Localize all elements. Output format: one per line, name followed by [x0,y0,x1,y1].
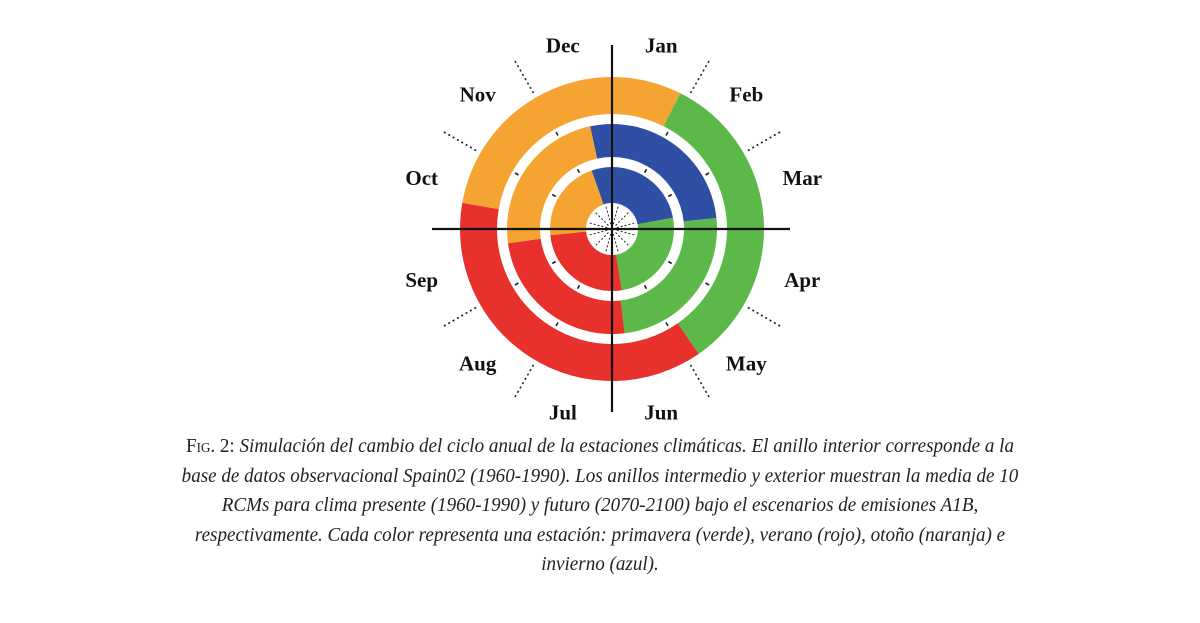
gap-tick [576,284,581,290]
month-label-aug: Aug [459,351,497,375]
center-dash-tick [594,232,609,247]
month-label-sep: Sep [405,268,438,292]
month-label-apr: Apr [784,268,820,292]
month-boundary-tick [747,306,783,328]
month-boundary-tick [441,306,477,328]
gap-tick [665,131,669,136]
center-dash-tick [615,232,630,247]
middle-ring-winter-segment [590,124,717,222]
inner-ring-summer-segment [550,231,622,291]
caption-line-2: base de datos observacional Spain02 (196… [181,464,1019,487]
month-label-dec: Dec [546,33,580,57]
middle-ring-summer-segment [507,238,625,334]
seasonal-ring-chart: Jan Feb Mar Apr May Jun Jul Aug Sep Oct Nov Dec [405,33,822,425]
gap-tick [705,172,710,176]
caption-line-1: Fig. 2: Simulación del cambio del ciclo … [79,432,1121,462]
center-dash-tick [588,229,608,236]
month-label-feb: Feb [729,83,763,107]
outer-ring-autumn-segment [462,77,681,210]
gap-tick [551,260,557,265]
gap-tick [667,193,673,198]
month-label-jan: Jan [645,33,678,57]
gap-tick [643,168,648,174]
center-dash-tick [605,233,612,253]
month-label-oct: Oct [405,166,438,190]
center-dash-tick [616,222,636,229]
center-dash-tick [615,211,630,226]
outer-ring-summer-segment [460,202,699,382]
month-boundary-tick [747,130,783,152]
gap-tick [705,282,710,286]
gap-tick [555,322,559,327]
gap-tick [555,131,559,136]
middle-ring-spring-segment [620,218,717,334]
month-label-jun: Jun [644,401,678,425]
center-dash-tick [612,205,619,225]
caption-text: Simulación del cambio del ciclo anual de… [234,435,1014,457]
month-boundary-tick [513,58,535,94]
month-label-mar: Mar [782,166,822,190]
caption-line-5: invierno (azul). [541,553,659,576]
gap-tick [576,168,581,174]
month-boundary-tick [513,364,535,400]
gap-tick [514,282,519,286]
gap-tick [665,322,669,327]
month-label-may: May [726,351,767,375]
gap-tick [514,172,519,176]
month-boundary-tick [689,58,711,94]
month-label-jul: Jul [549,401,577,425]
gap-tick [643,284,648,290]
gap-tick [667,260,673,265]
middle-ring-autumn-segment [507,126,598,244]
caption-line-3: RCMs para clima presente (1960-1990) y f… [221,494,979,517]
center-dash-tick [594,211,609,226]
inner-ring-spring-segment [616,217,674,291]
center-dash-tick [588,222,608,229]
month-boundary-tick [689,364,711,400]
inner-ring-autumn-segment [550,170,604,236]
center-dash-tick [605,205,612,225]
gap-tick [551,193,557,198]
month-boundary-tick [441,130,477,152]
caption-line-4: respectivamente. Cada color representa u… [194,523,1006,546]
center-dash-tick [612,233,619,253]
figure-caption: Fig. 2: Simulación del cambio del ciclo … [40,432,1160,580]
center-dash-tick [616,229,636,236]
figure-label: Fig. 2: [186,435,235,457]
month-label-nov: Nov [460,83,497,107]
outer-ring-spring-segment [663,93,764,354]
